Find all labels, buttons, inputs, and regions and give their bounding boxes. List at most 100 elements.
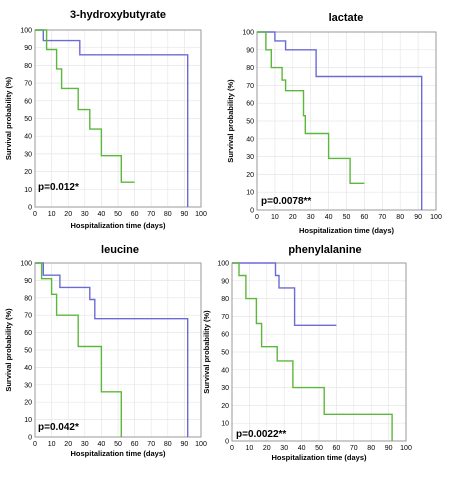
chart-title: lactate <box>329 12 364 24</box>
p-value-annotation: p=0.0078** <box>261 196 311 207</box>
x-tick-label: 60 <box>333 445 341 452</box>
y-tick-label: 90 <box>246 47 254 54</box>
y-tick-label: 10 <box>24 187 32 194</box>
x-tick-label: 20 <box>289 214 297 221</box>
y-tick-label: 30 <box>24 382 32 389</box>
y-tick-label: 70 <box>246 83 254 90</box>
y-tick-label: 80 <box>221 296 229 303</box>
y-tick-label: 80 <box>246 65 254 72</box>
y-tick-label: 90 <box>24 45 32 52</box>
x-axis-label: Hospitalization time (days) <box>271 453 367 462</box>
x-tick-label: 80 <box>164 211 172 218</box>
survival-curve-blue <box>257 31 423 210</box>
x-tick-label: 40 <box>325 214 333 221</box>
chart-panel: 0 10 20 30 40 50 60 70 80 90 100 0 10 20 30 40 50 60 70 80 9… <box>202 244 412 462</box>
survival-curve-green <box>232 262 393 441</box>
y-tick-label: 40 <box>246 136 254 143</box>
chart-panel: 0 10 20 30 40 50 60 70 80 90 100 0 10 20 30 40 50 60 70 80 9… <box>226 12 442 235</box>
x-axis-label: Hospitalization time (days) <box>299 226 395 235</box>
x-tick-label: 30 <box>81 441 89 448</box>
y-tick-label: 40 <box>24 134 32 141</box>
y-tick-label: 60 <box>24 330 32 337</box>
y-tick-label: 70 <box>24 313 32 320</box>
y-tick-label: 20 <box>24 400 32 407</box>
x-tick-label: 100 <box>400 445 412 452</box>
y-tick-label: 90 <box>221 278 229 285</box>
x-tick-label: 20 <box>64 441 72 448</box>
y-tick-label: 100 <box>217 261 229 268</box>
x-tick-label: 40 <box>98 441 106 448</box>
x-tick-label: 70 <box>147 441 155 448</box>
y-tick-label: 90 <box>24 278 32 285</box>
x-tick-label: 50 <box>114 441 122 448</box>
y-tick-label: 0 <box>28 435 32 442</box>
y-tick-label: 20 <box>221 403 229 410</box>
chart-panel: 0 10 20 30 40 50 60 70 80 90 100 0 10 20 30 40 50 60 70 80 9… <box>4 9 207 230</box>
survival-curve-green <box>257 31 365 185</box>
y-tick-label: 50 <box>221 350 229 357</box>
x-tick-label: 10 <box>48 211 56 218</box>
x-tick-label: 50 <box>315 445 323 452</box>
x-tick-label: 90 <box>181 441 189 448</box>
y-axis-label: Survival probability (%) <box>226 79 235 163</box>
y-tick-label: 50 <box>24 348 32 355</box>
x-tick-label: 80 <box>396 214 404 221</box>
chart-title: leucine <box>101 244 139 256</box>
x-tick-label: 10 <box>271 214 279 221</box>
x-tick-label: 20 <box>64 211 72 218</box>
p-value-annotation: p=0.042* <box>38 422 79 433</box>
x-tick-label: 10 <box>48 441 56 448</box>
x-tick-label: 40 <box>98 211 106 218</box>
x-tick-label: 90 <box>385 445 393 452</box>
x-tick-label: 0 <box>33 211 37 218</box>
x-tick-label: 10 <box>246 445 254 452</box>
x-tick-label: 90 <box>414 214 422 221</box>
x-tick-label: 20 <box>263 445 271 452</box>
y-tick-label: 30 <box>246 154 254 161</box>
x-tick-label: 80 <box>164 441 172 448</box>
y-tick-label: 10 <box>221 421 229 428</box>
x-tick-label: 60 <box>131 441 139 448</box>
chart-title: 3-hydroxybutyrate <box>70 9 166 21</box>
x-tick-label: 30 <box>307 214 315 221</box>
y-tick-label: 60 <box>221 332 229 339</box>
y-tick-label: 100 <box>20 261 32 268</box>
x-tick-label: 60 <box>361 214 369 221</box>
x-axis-label: Hospitalization time (days) <box>70 221 166 230</box>
plot-frame <box>34 29 202 208</box>
y-axis-label: Survival probability (%) <box>4 76 13 160</box>
x-tick-label: 100 <box>195 211 207 218</box>
x-tick-label: 0 <box>255 214 259 221</box>
y-tick-label: 0 <box>225 439 229 446</box>
plot-frame <box>34 262 202 438</box>
y-tick-label: 70 <box>24 81 32 88</box>
chart-panel: 0 10 20 30 40 50 60 70 80 90 100 0 10 20 30 40 50 60 70 80 9… <box>4 244 207 458</box>
y-tick-label: 30 <box>24 151 32 158</box>
chart-title: phenylalanine <box>288 244 361 256</box>
x-tick-label: 100 <box>195 441 207 448</box>
x-tick-label: 0 <box>33 441 37 448</box>
survival-curve-blue <box>232 262 337 326</box>
x-tick-label: 70 <box>147 211 155 218</box>
y-tick-label: 60 <box>24 98 32 105</box>
y-tick-label: 100 <box>20 28 32 35</box>
x-tick-label: 0 <box>230 445 234 452</box>
y-tick-label: 10 <box>24 417 32 424</box>
y-tick-label: 80 <box>24 295 32 302</box>
y-tick-label: 80 <box>24 63 32 70</box>
p-value-annotation: p=0.0022** <box>236 429 286 440</box>
survival-curve-green <box>35 262 123 437</box>
x-tick-label: 30 <box>280 445 288 452</box>
y-tick-label: 30 <box>221 385 229 392</box>
y-axis-label: Survival probability (%) <box>202 310 211 394</box>
y-tick-label: 40 <box>24 365 32 372</box>
x-tick-label: 40 <box>298 445 306 452</box>
y-tick-label: 0 <box>28 205 32 212</box>
x-tick-label: 50 <box>114 211 122 218</box>
x-tick-label: 50 <box>343 214 351 221</box>
y-tick-label: 0 <box>250 208 254 215</box>
y-tick-label: 60 <box>246 101 254 108</box>
y-tick-label: 100 <box>242 30 254 37</box>
